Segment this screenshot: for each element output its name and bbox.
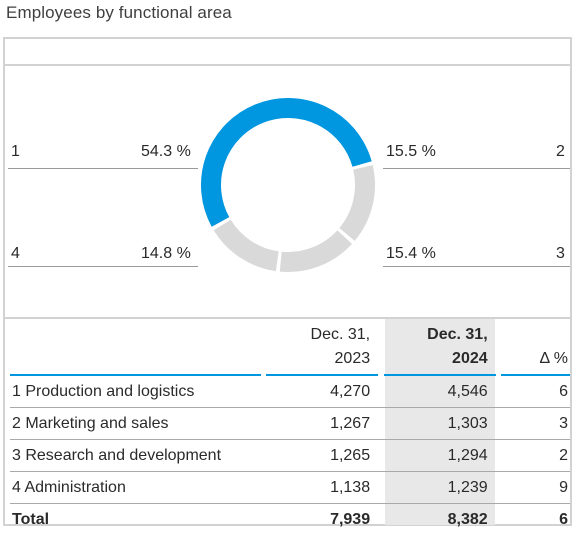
table-row: 4 Administration 1,138 1,239 9	[10, 472, 570, 504]
table-total-row: Total 7,939 8,382 6	[10, 504, 570, 535]
legend-line-3	[383, 266, 570, 267]
legend-line-2	[383, 168, 570, 169]
legend-value-3: 15.4 %	[386, 245, 436, 263]
legend-value-1: 54.3 %	[141, 143, 191, 161]
row-label: 3 Research and development	[10, 440, 261, 472]
row-2023: 1,138	[266, 472, 378, 504]
legend-line-4	[8, 266, 198, 267]
row-2023: 4,270	[266, 375, 378, 408]
donut-chart	[5, 68, 570, 318]
legend-value-4: 14.8 %	[141, 245, 191, 263]
header-2024: Dec. 31, 2024	[384, 319, 496, 375]
header-2024-line2: 2024	[384, 347, 488, 371]
table-row: 1 Production and logistics 4,270 4,546 6	[10, 375, 570, 408]
legend-line-1	[8, 168, 198, 169]
row-label: 2 Marketing and sales	[10, 408, 261, 440]
header-2023-line1: Dec. 31,	[266, 323, 370, 347]
donut-chart-area: 1 54.3 % 15.5 % 2 4 14.8 % 15.4 % 3	[5, 68, 570, 318]
row-delta: 6	[501, 375, 570, 408]
row-2024: 1,294	[384, 440, 496, 472]
legend-label-2: 2	[556, 143, 565, 161]
donut-slice-4	[222, 225, 277, 261]
row-label: 4 Administration	[10, 472, 261, 504]
header-blank	[10, 319, 261, 375]
row-delta: 9	[501, 472, 570, 504]
row-2023: 1,267	[266, 408, 378, 440]
header-delta: Δ %	[501, 319, 570, 375]
donut-slice-1	[211, 108, 362, 222]
row-delta: 3	[501, 408, 570, 440]
table-row: 3 Research and development 1,265 1,294 2	[10, 440, 570, 472]
row-2024: 1,239	[384, 472, 496, 504]
total-label: Total	[10, 504, 261, 535]
total-delta: 6	[501, 504, 570, 535]
donut-slice-3	[281, 237, 345, 262]
table-header-row: Dec. 31, 2023 Dec. 31, 2024 Δ %	[10, 319, 570, 375]
legend-label-4: 4	[11, 245, 20, 263]
header-2023: Dec. 31, 2023	[266, 319, 378, 375]
legend-label-3: 3	[556, 245, 565, 263]
header-band	[3, 37, 572, 66]
header-2023-line2: 2023	[266, 347, 370, 371]
header-2024-line1: Dec. 31,	[384, 323, 488, 347]
page-title: Employees by functional area	[6, 3, 232, 23]
table-row: 2 Marketing and sales 1,267 1,303 3	[10, 408, 570, 440]
legend-label-1: 1	[11, 143, 20, 161]
row-label: 1 Production and logistics	[10, 375, 261, 408]
total-2023: 7,939	[266, 504, 378, 535]
row-2024: 4,546	[384, 375, 496, 408]
total-2024: 8,382	[384, 504, 496, 535]
legend-value-2: 15.5 %	[386, 143, 436, 161]
donut-slice-2	[347, 167, 365, 234]
row-delta: 2	[501, 440, 570, 472]
row-2024: 1,303	[384, 408, 496, 440]
row-2023: 1,265	[266, 440, 378, 472]
employees-table: Dec. 31, 2023 Dec. 31, 2024 Δ % 1 Produc…	[10, 319, 570, 535]
